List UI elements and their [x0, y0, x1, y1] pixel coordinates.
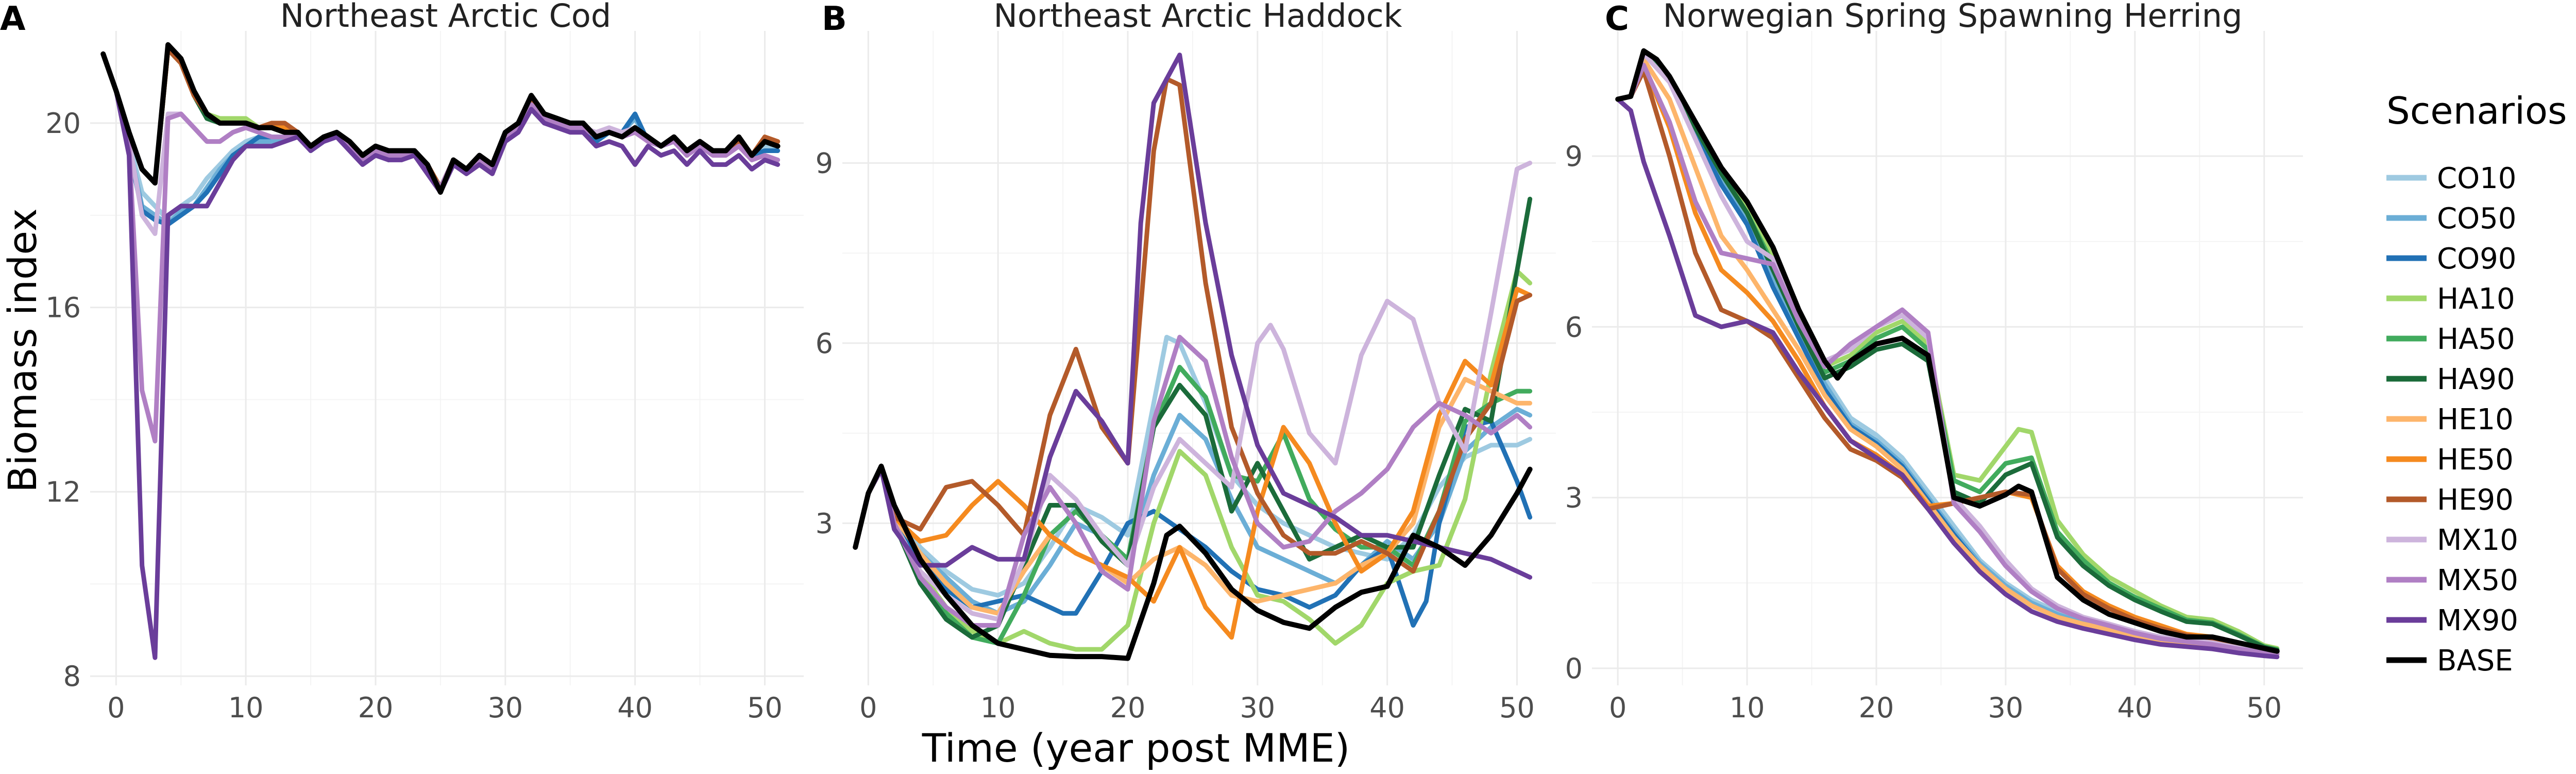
x-tick-label: 50 — [2246, 692, 2282, 724]
legend-entry-he10: HE10 — [2386, 403, 2514, 436]
legend-label: HE10 — [2437, 403, 2514, 436]
x-tick-label: 30 — [1988, 692, 2024, 724]
series-line-co10 — [1615, 51, 2280, 655]
x-tick-label: 40 — [617, 692, 653, 724]
x-tick-label: 40 — [2117, 692, 2153, 724]
legend-entry-base: BASE — [2386, 644, 2513, 678]
x-tick-label: 10 — [980, 692, 1016, 724]
panel-title: Norwegian Spring Spawning Herring — [1663, 0, 2243, 35]
series-line-mx50 — [853, 334, 1533, 628]
x-tick-label: 30 — [1240, 692, 1275, 724]
x-tick-label: 0 — [1609, 692, 1626, 724]
legend-entry-mx10: MX10 — [2386, 524, 2518, 557]
legend-label: HA50 — [2437, 323, 2515, 356]
y-axis-title: Biomass index — [0, 208, 45, 493]
series-line-ha50 — [1615, 51, 2280, 652]
series-line-ha10 — [1615, 51, 2280, 651]
series-line-mx90 — [853, 53, 1533, 580]
legend-entry-he50: HE50 — [2386, 443, 2514, 477]
legend-label: CO10 — [2437, 162, 2516, 195]
legend-entry-co10: CO10 — [2386, 162, 2516, 195]
series-line-he50 — [853, 287, 1533, 640]
y-tick-label: 8 — [63, 660, 81, 693]
series-line-he10 — [1615, 57, 2280, 657]
legend-label: CO90 — [2437, 242, 2516, 276]
y-tick-label: 6 — [1565, 311, 1583, 343]
x-tick-label: 10 — [228, 692, 264, 724]
series-line-base — [100, 42, 781, 195]
y-tick-label: 20 — [45, 107, 81, 140]
legend-entry-mx90: MX90 — [2386, 604, 2518, 637]
legend-entries: CO10 CO50 CO90 HA10 HA50 HA90 HE10 HE50 HE90 MX10… — [2386, 162, 2518, 678]
x-tick-label: 10 — [1730, 692, 1765, 724]
series-line-base — [1615, 48, 2280, 654]
series-line-ha90 — [853, 196, 1533, 640]
legend-label: BASE — [2437, 644, 2513, 678]
x-tick-label: 20 — [1110, 692, 1146, 724]
series-line-mx10 — [1615, 51, 2280, 655]
x-tick-label: 30 — [487, 692, 523, 724]
legend-label: HA10 — [2437, 282, 2515, 316]
x-tick-label: 20 — [1859, 692, 1894, 724]
panel-letter: B — [822, 0, 847, 38]
series-line-he50 — [1615, 62, 2280, 655]
series-line-co90 — [1615, 51, 2280, 657]
x-tick-label: 50 — [747, 692, 783, 724]
series-line-mx50 — [1615, 62, 2280, 657]
legend-entry-ha50: HA50 — [2386, 323, 2515, 356]
legend-label: MX50 — [2437, 564, 2518, 597]
legend-entry-co50: CO50 — [2386, 202, 2516, 235]
y-tick-label: 9 — [1565, 140, 1583, 173]
legend-label: CO50 — [2437, 202, 2516, 235]
panel-title: Northeast Arctic Cod — [280, 0, 611, 35]
panel-c: 0 10 20 30 40 50 0 3 6 9 Norwegian Spring Spawning… — [1565, 0, 2303, 724]
x-tick-label: 0 — [859, 692, 877, 724]
x-tick-label: 0 — [107, 692, 125, 724]
y-tick-label: 3 — [1565, 482, 1583, 514]
x-axis-title: Time (year post MME) — [922, 725, 1350, 771]
legend-entry-mx50: MX50 — [2386, 564, 2518, 597]
y-tick-label: 0 — [1565, 652, 1583, 685]
series-line-mx90 — [1615, 97, 2280, 660]
panel-letter: A — [0, 0, 26, 38]
y-tick-label: 12 — [45, 476, 81, 508]
x-tick-label: 40 — [1369, 692, 1405, 724]
y-tick-label: 3 — [816, 507, 833, 540]
legend-label: HA90 — [2437, 363, 2515, 396]
panel-b: 0 10 20 30 40 50 3 6 9 Northeast Arctic Haddock B — [816, 0, 1556, 724]
panel-letter: C — [1605, 0, 1629, 38]
legend-label: MX10 — [2437, 524, 2518, 557]
y-tick-label: 16 — [45, 292, 81, 324]
series-line-base — [853, 463, 1533, 661]
x-tick-label: 50 — [1499, 692, 1535, 724]
y-tick-label: 6 — [816, 327, 833, 360]
legend-title: Scenarios — [2386, 89, 2567, 132]
x-tick-label: 20 — [358, 692, 394, 724]
legend-entry-co90: CO90 — [2386, 242, 2516, 276]
panel-a: 0 10 20 30 40 50 8 12 16 20 Northeast Arctic Cod A — [0, 0, 804, 724]
legend-label: HE50 — [2437, 443, 2514, 477]
y-tick-label: 9 — [816, 147, 833, 179]
legend: Scenarios CO10 CO50 CO90 HA10 HA50 HA90 HE10 HE… — [2386, 89, 2567, 678]
legend-label: HE90 — [2437, 483, 2514, 517]
series-line-ha90 — [1615, 51, 2280, 652]
legend-entry-ha90: HA90 — [2386, 363, 2515, 396]
panel-title: Northeast Arctic Haddock — [993, 0, 1402, 35]
series-line-he90 — [853, 76, 1533, 574]
legend-entry-ha10: HA10 — [2386, 282, 2515, 316]
series-line-co50 — [1615, 51, 2280, 657]
legend-label: MX90 — [2437, 604, 2518, 637]
legend-entry-he90: HE90 — [2386, 483, 2514, 517]
